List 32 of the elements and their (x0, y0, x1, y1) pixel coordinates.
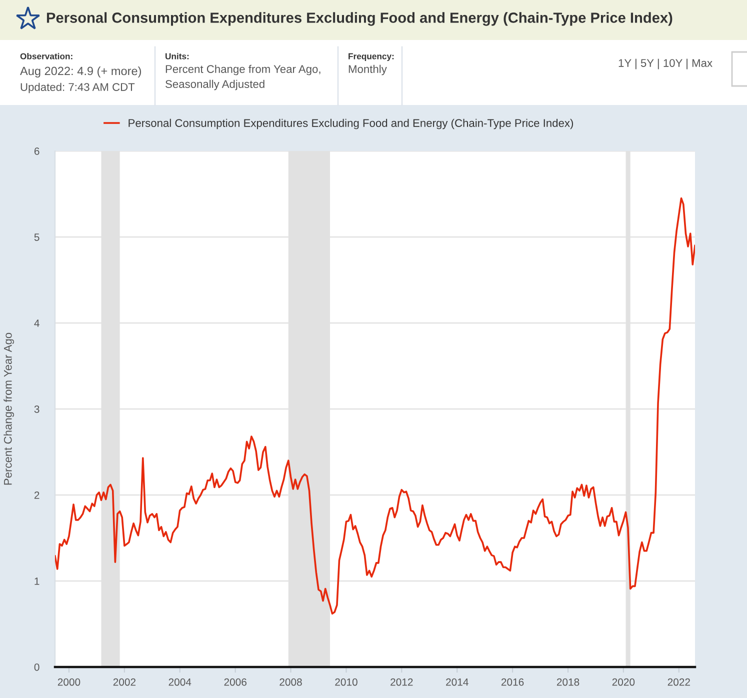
y-tick-label: 3 (34, 406, 40, 413)
x-tick-label: 2014 (446, 678, 468, 686)
x-tick-label: 2018 (556, 678, 580, 686)
x-tick-label: 2008 (280, 678, 302, 686)
text: Units: (166, 52, 189, 60)
x-tick-label: 2006 (224, 678, 246, 686)
text: Updated: 7:43 AM CDT (20, 82, 135, 94)
chart-title: Personal Consumption Expenditures Excluding Food and Energy (Chain-Type Price Index) (46, 12, 672, 26)
x-tick-label: 2012 (390, 678, 413, 686)
legend-label: Personal Consumption Expenditures Excluding Food and Energy (Chain-Type Price Index) (128, 118, 574, 130)
x-tick-label: 2022 (668, 678, 690, 686)
line-series (55, 197, 695, 615)
text: 1Y | 5Y | 10Y | Max (618, 58, 712, 70)
y-tick-label: 1 (34, 578, 40, 585)
x-tick-label: 2020 (612, 678, 635, 686)
x-tick-label: 2016 (501, 678, 524, 686)
x-tick-label: 2002 (113, 678, 136, 686)
y-axis-title: Percent Change from Year Ago (4, 332, 14, 485)
x-tick-label: 2000 (58, 678, 80, 686)
x-tick-label: 2004 (168, 678, 192, 686)
x-tick-label: 2010 (335, 678, 358, 686)
text: Frequency: (348, 53, 394, 62)
text: Percent Change from Year Ago, (166, 64, 320, 76)
text: Seasonally Adjusted (166, 80, 264, 90)
y-tick-label: 6 (34, 148, 40, 155)
y-tick-label: 4 (34, 320, 40, 327)
y-tick-label: 0 (34, 664, 40, 671)
text: Aug 2022: 4.9 (+ more) (20, 66, 141, 78)
y-tick-label: 5 (34, 234, 40, 241)
text: Monthly (348, 64, 387, 76)
text: Observation: (20, 52, 72, 60)
y-tick-label: 2 (34, 492, 40, 499)
